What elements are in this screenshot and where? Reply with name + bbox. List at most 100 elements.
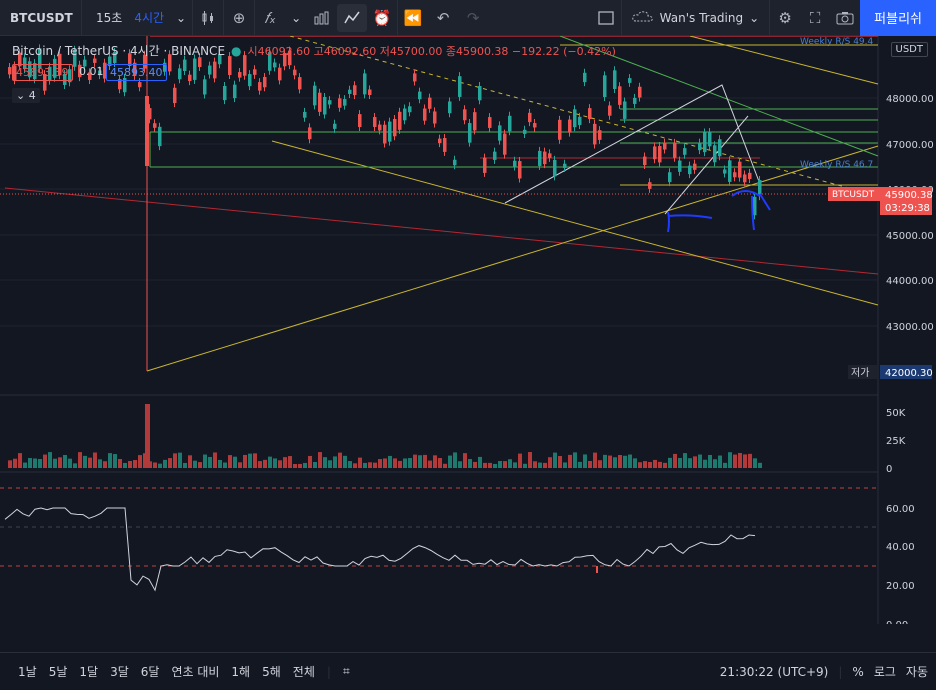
candle-type-icon[interactable] <box>193 0 223 35</box>
fullscreen-layout-icon[interactable] <box>591 0 621 35</box>
volume-bar <box>163 459 167 468</box>
volume-bar <box>283 457 287 468</box>
candle-body <box>693 163 697 170</box>
indicators-icon[interactable]: 𝑓ₓ <box>264 8 276 27</box>
volume-bar <box>463 453 467 468</box>
volume-bar <box>58 457 62 468</box>
volume-bar <box>103 461 107 468</box>
volume-bar <box>198 462 202 468</box>
candle-body <box>78 64 82 78</box>
range-button[interactable]: 1달 <box>79 665 99 679</box>
alarm-icon[interactable]: ⏰ <box>372 8 392 27</box>
range-button[interactable]: 3달 <box>110 665 129 679</box>
volume-bar <box>13 458 17 468</box>
volume-bar <box>588 461 592 468</box>
candle-body <box>713 145 717 163</box>
volume-bar <box>218 459 222 468</box>
candle-body <box>183 59 187 72</box>
candle-body <box>363 73 367 95</box>
volume-tick: 25K <box>886 436 906 447</box>
volume-bar <box>223 462 227 468</box>
range-button[interactable]: 5날 <box>48 665 68 679</box>
candle-body <box>145 96 149 166</box>
volume-bar <box>673 453 677 468</box>
candle-body <box>608 105 612 116</box>
candle-body <box>428 97 432 109</box>
camera-icon[interactable] <box>830 0 860 35</box>
volume-bar <box>318 452 322 468</box>
replay-icon[interactable]: ⏪ <box>403 8 423 27</box>
ideas-chart-icon[interactable] <box>337 3 368 32</box>
candle-body <box>188 74 192 82</box>
redo-icon[interactable]: ↷ <box>466 8 480 27</box>
volume-bar <box>348 461 352 468</box>
candle-body <box>48 66 52 81</box>
log-toggle[interactable]: 로그 <box>873 665 896 679</box>
symbol-search[interactable]: BTCUSDT <box>0 0 82 35</box>
gear-icon[interactable]: ⚙ <box>778 8 792 27</box>
volume-bar <box>203 454 207 468</box>
candle-body <box>423 108 427 121</box>
goto-date-icon[interactable]: ⌗ <box>342 664 350 678</box>
candle-body <box>758 179 762 197</box>
range-button[interactable]: 1날 <box>18 665 37 679</box>
last-price-value: 45900.38 <box>885 190 933 201</box>
candle-body <box>718 139 722 157</box>
add-compare-icon[interactable]: ⊕ <box>232 8 246 27</box>
sell-price-button[interactable]: 45893.39 <box>12 64 73 81</box>
indicator-collapse-button[interactable]: ⌄ 4 <box>12 88 40 103</box>
volume-bar <box>228 455 232 468</box>
separator <box>254 0 256 35</box>
chevron-down-icon: ⌄ <box>16 89 29 102</box>
price-tick: 44000.00 <box>886 276 934 287</box>
interval-15s[interactable]: 15초 <box>96 11 123 25</box>
volume-bar <box>308 455 312 468</box>
auto-toggle[interactable]: 자동 <box>905 665 928 679</box>
chevron-down-icon[interactable]: ⌄ <box>291 10 302 25</box>
financials-icon[interactable] <box>307 0 337 35</box>
candle-body <box>523 129 527 134</box>
low-label: 저가 <box>851 367 869 379</box>
layout-selector[interactable]: Wan's Trading ⌄ <box>622 10 770 25</box>
candle-body <box>68 69 72 83</box>
separator <box>192 0 194 35</box>
volume-bar <box>273 458 277 468</box>
range-button[interactable]: 전체 <box>292 665 315 679</box>
candle-body <box>33 63 37 80</box>
volume-bar <box>233 456 237 468</box>
undo-icon[interactable]: ↶ <box>436 8 450 27</box>
chevron-down-icon[interactable]: ⌄ <box>176 10 187 25</box>
clock[interactable]: 21:30:22 (UTC+9) <box>719 664 829 679</box>
candle-body <box>663 142 667 150</box>
interval-4h[interactable]: 4시간 <box>134 11 165 25</box>
volume-bar <box>553 452 557 468</box>
chart-area[interactable]: 48000.0047000.0046000.0045000.0044000.00… <box>0 36 936 624</box>
volume-bar <box>303 462 307 468</box>
volume-bar <box>518 453 522 468</box>
candle-body <box>683 148 687 155</box>
candle-body <box>203 79 207 95</box>
range-button[interactable]: 5해 <box>262 665 281 679</box>
candle-body <box>193 58 197 80</box>
volume-bar <box>738 452 742 468</box>
fullscreen-icon[interactable]: ⛶ <box>809 8 821 27</box>
candle-body <box>468 123 472 143</box>
range-button[interactable]: 연초 대비 <box>171 665 220 679</box>
chart-canvas[interactable]: 48000.0047000.0046000.0045000.0044000.00… <box>0 36 936 624</box>
volume-bar <box>528 452 532 468</box>
candle-body <box>448 101 452 114</box>
range-button[interactable]: 1해 <box>231 665 251 679</box>
candle-body <box>43 74 47 91</box>
volume-bar <box>123 462 127 468</box>
volume-bar <box>378 459 382 468</box>
rsi-marker <box>596 566 598 573</box>
volume-bar <box>693 456 697 468</box>
volume-bar <box>323 457 327 468</box>
buy-price-button[interactable]: 45893.40 <box>106 64 167 81</box>
percent-toggle[interactable]: % <box>852 664 864 679</box>
currency-tag[interactable]: USDT <box>890 42 928 57</box>
candle-body <box>628 78 632 83</box>
candle-body <box>313 85 317 106</box>
publish-button[interactable]: 퍼블리쉬 <box>860 0 936 36</box>
range-button[interactable]: 6달 <box>140 665 160 679</box>
